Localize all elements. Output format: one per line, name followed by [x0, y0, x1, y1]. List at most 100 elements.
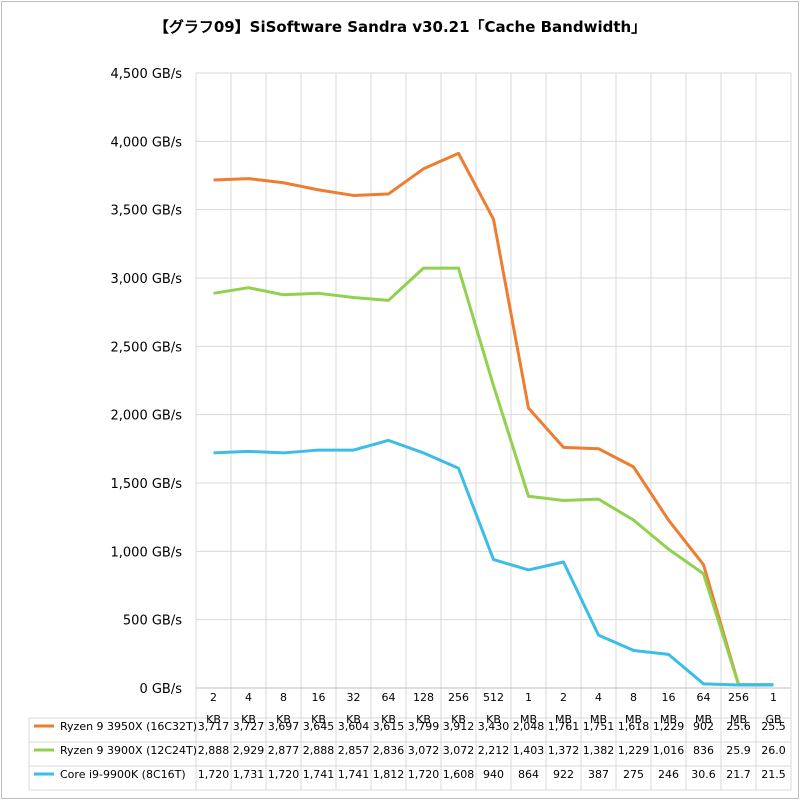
y-tick-label: 0 GB/s: [139, 682, 182, 697]
x-tick-label: 8: [630, 691, 637, 704]
data-table-cell: 26.0: [761, 744, 786, 757]
data-table-cell: 1,608: [443, 768, 475, 781]
x-tick-unit: MB: [660, 713, 677, 726]
data-table-cell: 3,615: [373, 720, 405, 733]
y-tick-label: 2,500 GB/s: [111, 340, 183, 355]
data-table-cell: 940: [483, 768, 504, 781]
data-table-cell: 1,741: [338, 768, 370, 781]
data-table-cell: 21.5: [761, 768, 786, 781]
y-tick-label: 4,000 GB/s: [111, 135, 183, 150]
data-table-cell: 1,731: [233, 768, 265, 781]
data-table-cell: 1,618: [618, 720, 650, 733]
data-table-cell: 2,888: [198, 744, 230, 757]
data-table-cell: 2,929: [233, 744, 265, 757]
data-table-cell: 2,212: [478, 744, 510, 757]
data-table-cell: 1,720: [198, 768, 230, 781]
x-tick-label: 32: [347, 691, 361, 704]
data-table-cell: 30.6: [691, 768, 716, 781]
legend-entry: Ryzen 9 3900X (12C24T): [60, 744, 197, 757]
data-table-cell: 3,072: [443, 744, 475, 757]
x-tick-label: 128: [413, 691, 434, 704]
data-table-cell: 3,645: [303, 720, 335, 733]
x-tick-unit: MB: [590, 713, 607, 726]
y-tick-label: 4,500 GB/s: [111, 67, 183, 82]
data-table-cell: 1,229: [618, 744, 650, 757]
x-tick-label: 256: [728, 691, 749, 704]
x-tick-unit: KB: [381, 713, 396, 726]
series-line: [213, 151, 774, 687]
x-tick-unit: KB: [346, 713, 361, 726]
y-tick-label: 3,000 GB/s: [111, 272, 183, 287]
data-table-cell: 2,857: [338, 744, 370, 757]
x-tick-label: 256: [448, 691, 469, 704]
data-table-cell: 2,877: [268, 744, 300, 757]
x-tick-unit: GB: [765, 713, 781, 726]
chart-title: 【グラフ09】SiSoftware Sandra v30.21「Cache Ba…: [153, 18, 647, 36]
data-table-cell: 1,812: [373, 768, 405, 781]
data-table-cell: 275: [623, 768, 644, 781]
x-tick-unit: MB: [520, 713, 537, 726]
x-tick-unit: MB: [730, 713, 747, 726]
y-tick-label: 2,000 GB/s: [111, 409, 183, 424]
x-tick-label: 64: [697, 691, 711, 704]
x-tick-unit: KB: [451, 713, 466, 726]
x-tick-label: 2: [210, 691, 217, 704]
x-tick-unit: KB: [311, 713, 326, 726]
x-tick-unit: KB: [416, 713, 431, 726]
series-line: [213, 438, 774, 687]
data-table-cell: 2,836: [373, 744, 405, 757]
data-table-cell: 1,720: [408, 768, 440, 781]
data-table-cell: 3,604: [338, 720, 370, 733]
data-table-cell: 25.5: [761, 720, 786, 733]
y-tick-label: 1,000 GB/s: [111, 545, 183, 560]
x-tick-label: 16: [662, 691, 676, 704]
data-table-cell: 864: [518, 768, 539, 781]
x-tick-label: 8: [280, 691, 287, 704]
data-table-cell: 1,720: [268, 768, 300, 781]
data-table-cell: 3,072: [408, 744, 440, 757]
x-tick-unit: KB: [276, 713, 291, 726]
data-table-cell: 1,372: [548, 744, 580, 757]
data-table-cell: 25.6: [726, 720, 751, 733]
x-tick-label: 64: [382, 691, 396, 704]
data-table-cell: 3,727: [233, 720, 265, 733]
x-tick-label: 1: [770, 691, 777, 704]
data-table-cell: 1,751: [583, 720, 615, 733]
x-tick-unit: MB: [625, 713, 642, 726]
legend-entry: Ryzen 9 3950X (16C32T): [60, 720, 197, 733]
data-table-cell: 1,229: [653, 720, 685, 733]
x-tick-unit: MB: [555, 713, 572, 726]
y-tick-label: 3,500 GB/s: [111, 204, 183, 219]
x-tick-label: 16: [312, 691, 326, 704]
data-table-cell: 246: [658, 768, 679, 781]
data-table-cell: 3,697: [268, 720, 300, 733]
data-table-cell: 1,761: [548, 720, 580, 733]
data-table-cell: 25.9: [726, 744, 751, 757]
data-table-cell: 3,799: [408, 720, 440, 733]
legend-entry: Core i9-9900K (8C16T): [60, 768, 186, 781]
data-table-cell: 2,888: [303, 744, 335, 757]
series-line: [213, 266, 774, 686]
x-tick-label: 2: [560, 691, 567, 704]
y-tick-label: 1,500 GB/s: [111, 477, 183, 492]
data-table-cell: 836: [693, 744, 714, 757]
data-table-cell: 3,912: [443, 720, 475, 733]
data-table-cell: 3,430: [478, 720, 510, 733]
data-table-cell: 902: [693, 720, 714, 733]
data-table-cell: 1,016: [653, 744, 685, 757]
data-table-cell: 1,741: [303, 768, 335, 781]
x-tick-unit: KB: [486, 713, 501, 726]
data-table-cell: 21.7: [726, 768, 751, 781]
x-tick-label: 4: [595, 691, 602, 704]
data-table-cell: 387: [588, 768, 609, 781]
x-tick-unit: KB: [241, 713, 256, 726]
x-tick-unit: MB: [695, 713, 712, 726]
data-table-cell: 922: [553, 768, 574, 781]
data-table-cell: 1,403: [513, 744, 545, 757]
x-tick-unit: KB: [206, 713, 221, 726]
x-tick-label: 4: [245, 691, 252, 704]
x-tick-label: 512: [483, 691, 504, 704]
data-table-cell: 2,048: [513, 720, 545, 733]
